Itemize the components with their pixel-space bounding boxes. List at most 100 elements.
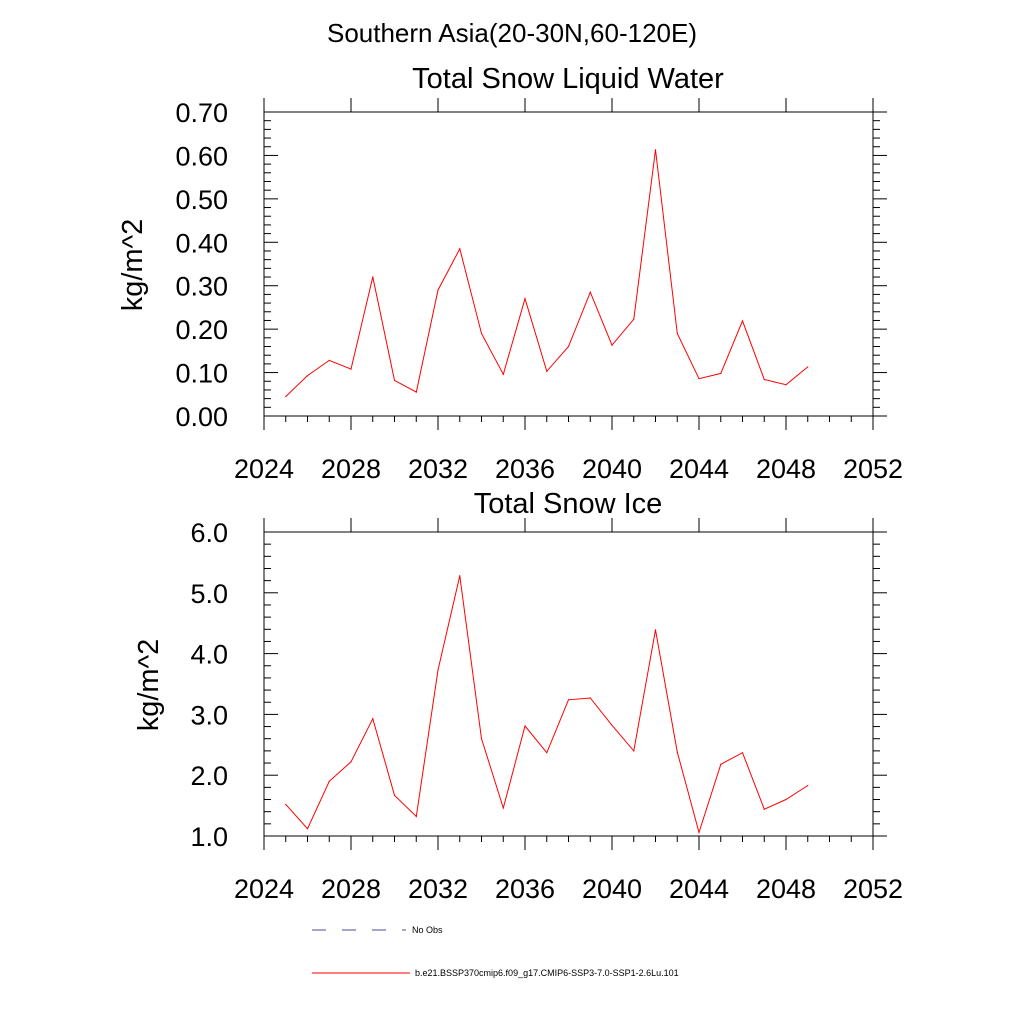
data-point: [763, 378, 765, 381]
y-tick-label: 4.0: [190, 640, 228, 670]
y-tick-label: 0.40: [175, 228, 228, 258]
data-point: [741, 320, 744, 322]
data-point: [785, 798, 787, 801]
data-point: [567, 699, 570, 701]
y-tick-label: 0.10: [175, 359, 228, 389]
x-tick-label: 2052: [843, 454, 903, 484]
y-tick-labels: 0.00 0.10 0.20 0.30 0.40 0.50 0.60 0.70: [175, 98, 228, 432]
data-point: [328, 359, 330, 362]
data-point: [741, 752, 744, 754]
x-tick-label: 2024: [234, 454, 294, 484]
x-tick-label: 2036: [495, 874, 555, 904]
data-point: [698, 378, 700, 380]
data-point: [676, 751, 678, 753]
y-axis-label: kg/m^2: [133, 639, 165, 732]
data-point: [285, 803, 287, 805]
data-point: [415, 391, 417, 393]
data-point: [480, 332, 483, 335]
x-tick-label: 2052: [843, 874, 903, 904]
data-point: [437, 289, 439, 291]
data-point: [524, 298, 526, 300]
data-points: [285, 149, 809, 398]
data-point: [567, 345, 570, 348]
data-point: [698, 831, 700, 833]
panel-title: Total Snow Ice: [474, 488, 663, 520]
data-point: [306, 828, 309, 830]
y-tick-label: 2.0: [190, 761, 228, 791]
y-tick-label: 3.0: [190, 700, 228, 730]
legend: No Obs b.e21.BSSP370cmip6.f09_g17.CMIP6-…: [312, 925, 679, 978]
data-point: [589, 697, 591, 699]
legend-item-no-obs: No Obs: [312, 925, 443, 935]
data-point: [546, 370, 548, 372]
legend-label: b.e21.BSSP370cmip6.f09_g17.CMIP6-SSP3-7.…: [415, 968, 679, 978]
series-line-snow-ice: [285, 575, 809, 835]
plot-frame: [263, 111, 874, 417]
axis-ticks: [263, 98, 887, 430]
legend-label: No Obs: [412, 925, 443, 935]
panel-title: Total Snow Liquid Water: [412, 63, 724, 95]
data-point: [393, 794, 396, 796]
x-tick-label: 2028: [321, 874, 381, 904]
y-axis-label: kg/m^2: [117, 219, 149, 312]
x-tick-label: 2032: [408, 454, 468, 484]
data-point: [633, 750, 635, 752]
data-point: [502, 373, 504, 375]
data-point: [611, 344, 613, 346]
y-tick-label: 6.0: [190, 518, 228, 548]
x-tick-label: 2048: [756, 454, 816, 484]
data-point: [372, 718, 374, 720]
data-point: [350, 761, 352, 763]
y-tick-labels: 1.0 2.0 3.0 4.0 5.0 6.0: [190, 518, 228, 852]
data-point: [350, 368, 352, 370]
data-point: [372, 276, 374, 278]
data-point: [415, 815, 417, 818]
data-point: [807, 366, 809, 368]
y-tick-label: 0.70: [175, 98, 228, 128]
data-point: [459, 248, 461, 250]
data-point: [611, 724, 613, 726]
y-tick-label: 1.0: [190, 822, 228, 852]
y-tick-label: 5.0: [190, 579, 228, 609]
plot-frame: [263, 531, 874, 837]
x-tick-labels: 2024 2028 2032 2036 2040 2044 2048 2052: [234, 874, 903, 904]
data-point: [546, 752, 548, 754]
figure-suptitle: Southern Asia(20-30N,60-120E): [327, 18, 697, 48]
y-tick-label: 0.20: [175, 315, 228, 345]
data-point: [459, 575, 461, 577]
data-point: [720, 763, 722, 765]
data-point: [763, 808, 765, 810]
x-tick-label: 2048: [756, 874, 816, 904]
x-tick-label: 2036: [495, 454, 555, 484]
data-point: [393, 379, 396, 381]
x-tick-labels: 2024 2028 2032 2036 2040 2044 2048 2052: [234, 454, 903, 484]
data-point: [480, 738, 483, 740]
data-point: [720, 372, 722, 375]
axis-ticks: [263, 518, 887, 850]
x-tick-label: 2032: [408, 874, 468, 904]
y-tick-label: 0.60: [175, 141, 228, 171]
x-tick-label: 2028: [321, 454, 381, 484]
x-tick-label: 2044: [669, 874, 729, 904]
data-point: [654, 629, 657, 631]
data-point: [524, 725, 526, 727]
panel-snow-ice: Total Snow Ice kg/m^2 2024 2028 2032 2036 20…: [133, 488, 903, 904]
series-line-snow-liquid-water: [285, 149, 809, 397]
data-point: [633, 318, 635, 320]
data-point: [654, 149, 657, 151]
y-tick-label: 0.00: [175, 402, 228, 432]
data-point: [785, 384, 787, 386]
data-point: [328, 780, 330, 782]
y-tick-label: 0.30: [175, 272, 228, 302]
x-tick-label: 2024: [234, 874, 294, 904]
data-point: [306, 375, 309, 377]
y-tick-label: 0.50: [175, 185, 228, 215]
data-point: [807, 784, 809, 787]
data-point: [502, 807, 504, 809]
data-point: [676, 332, 678, 335]
x-tick-label: 2040: [582, 874, 642, 904]
data-point: [285, 395, 287, 398]
panel-snow-liquid-water: Total Snow Liquid Water kg/m^2 2024 2028 2…: [117, 63, 903, 484]
data-point: [437, 669, 439, 671]
